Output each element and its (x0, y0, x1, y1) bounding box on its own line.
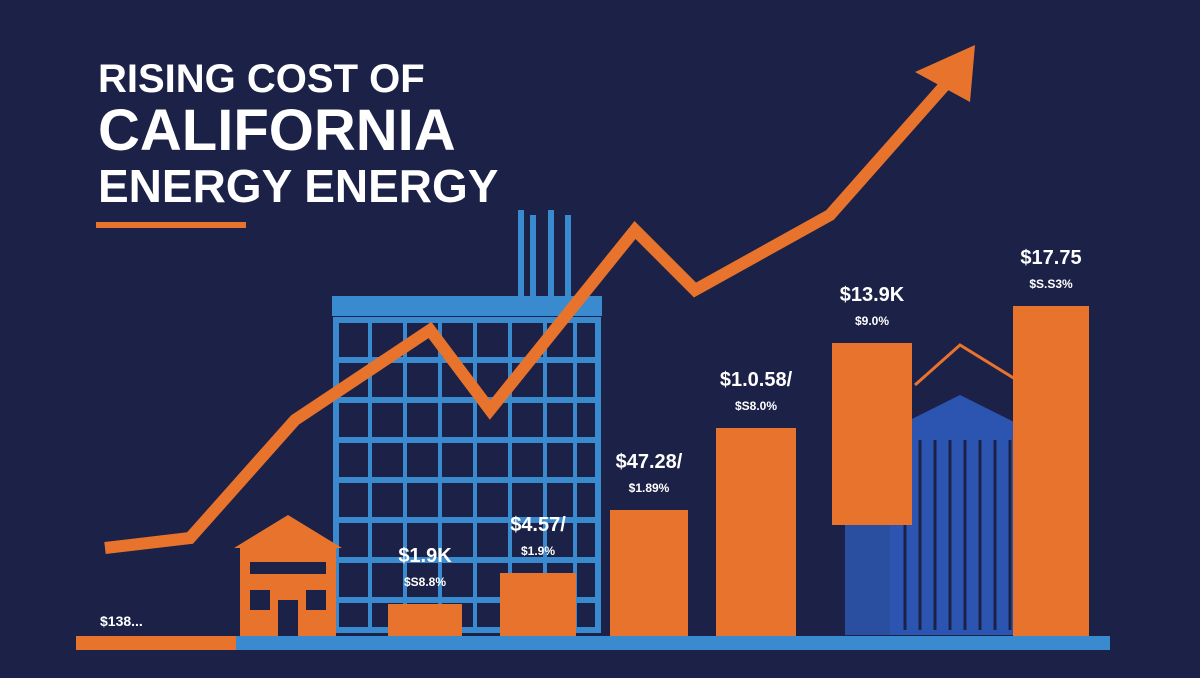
building-right (845, 343, 1030, 635)
title-line: ENERGY ENERGY (98, 160, 498, 212)
bar (832, 343, 912, 525)
bar-labels: $1.9K $S8.8% $4.57/ $1.9% $47.28/ $1.89% $1.0.… (398, 247, 1081, 589)
bar-change-label: $1.9% (521, 544, 555, 558)
bar-value-label: $4.57/ (510, 514, 566, 536)
bar (388, 604, 462, 636)
bar-change-label: $S8.8% (404, 575, 446, 589)
bar-value-label: $1.9K (398, 545, 452, 567)
bar-change-label: $1.89% (629, 481, 670, 495)
corner-label: $138... (100, 613, 143, 629)
bar-change-label: $S.S3% (1029, 277, 1073, 291)
bar (716, 428, 796, 636)
bars (388, 306, 1089, 636)
house (234, 515, 342, 636)
bar (500, 573, 576, 636)
baseline-blue (236, 636, 1110, 650)
bar-value-label: $17.75 (1020, 247, 1081, 269)
arrow-head (915, 45, 975, 102)
title-line: RISING COST OF (98, 57, 425, 101)
bar-value-label: $13.9K (840, 284, 905, 306)
building-left (332, 210, 602, 633)
bar (610, 510, 688, 636)
title-line: CALIFORNIA (98, 98, 456, 163)
bar-change-label: $9.0% (855, 314, 889, 328)
title-underline (96, 222, 246, 228)
bar-value-label: $47.28/ (616, 451, 683, 473)
bar (1013, 306, 1089, 636)
bar-change-label: $S8.0% (735, 399, 777, 413)
trend-arrow (104, 81, 950, 554)
baseline-orange (76, 636, 236, 650)
bar-value-label: $1.0.58/ (720, 369, 793, 391)
